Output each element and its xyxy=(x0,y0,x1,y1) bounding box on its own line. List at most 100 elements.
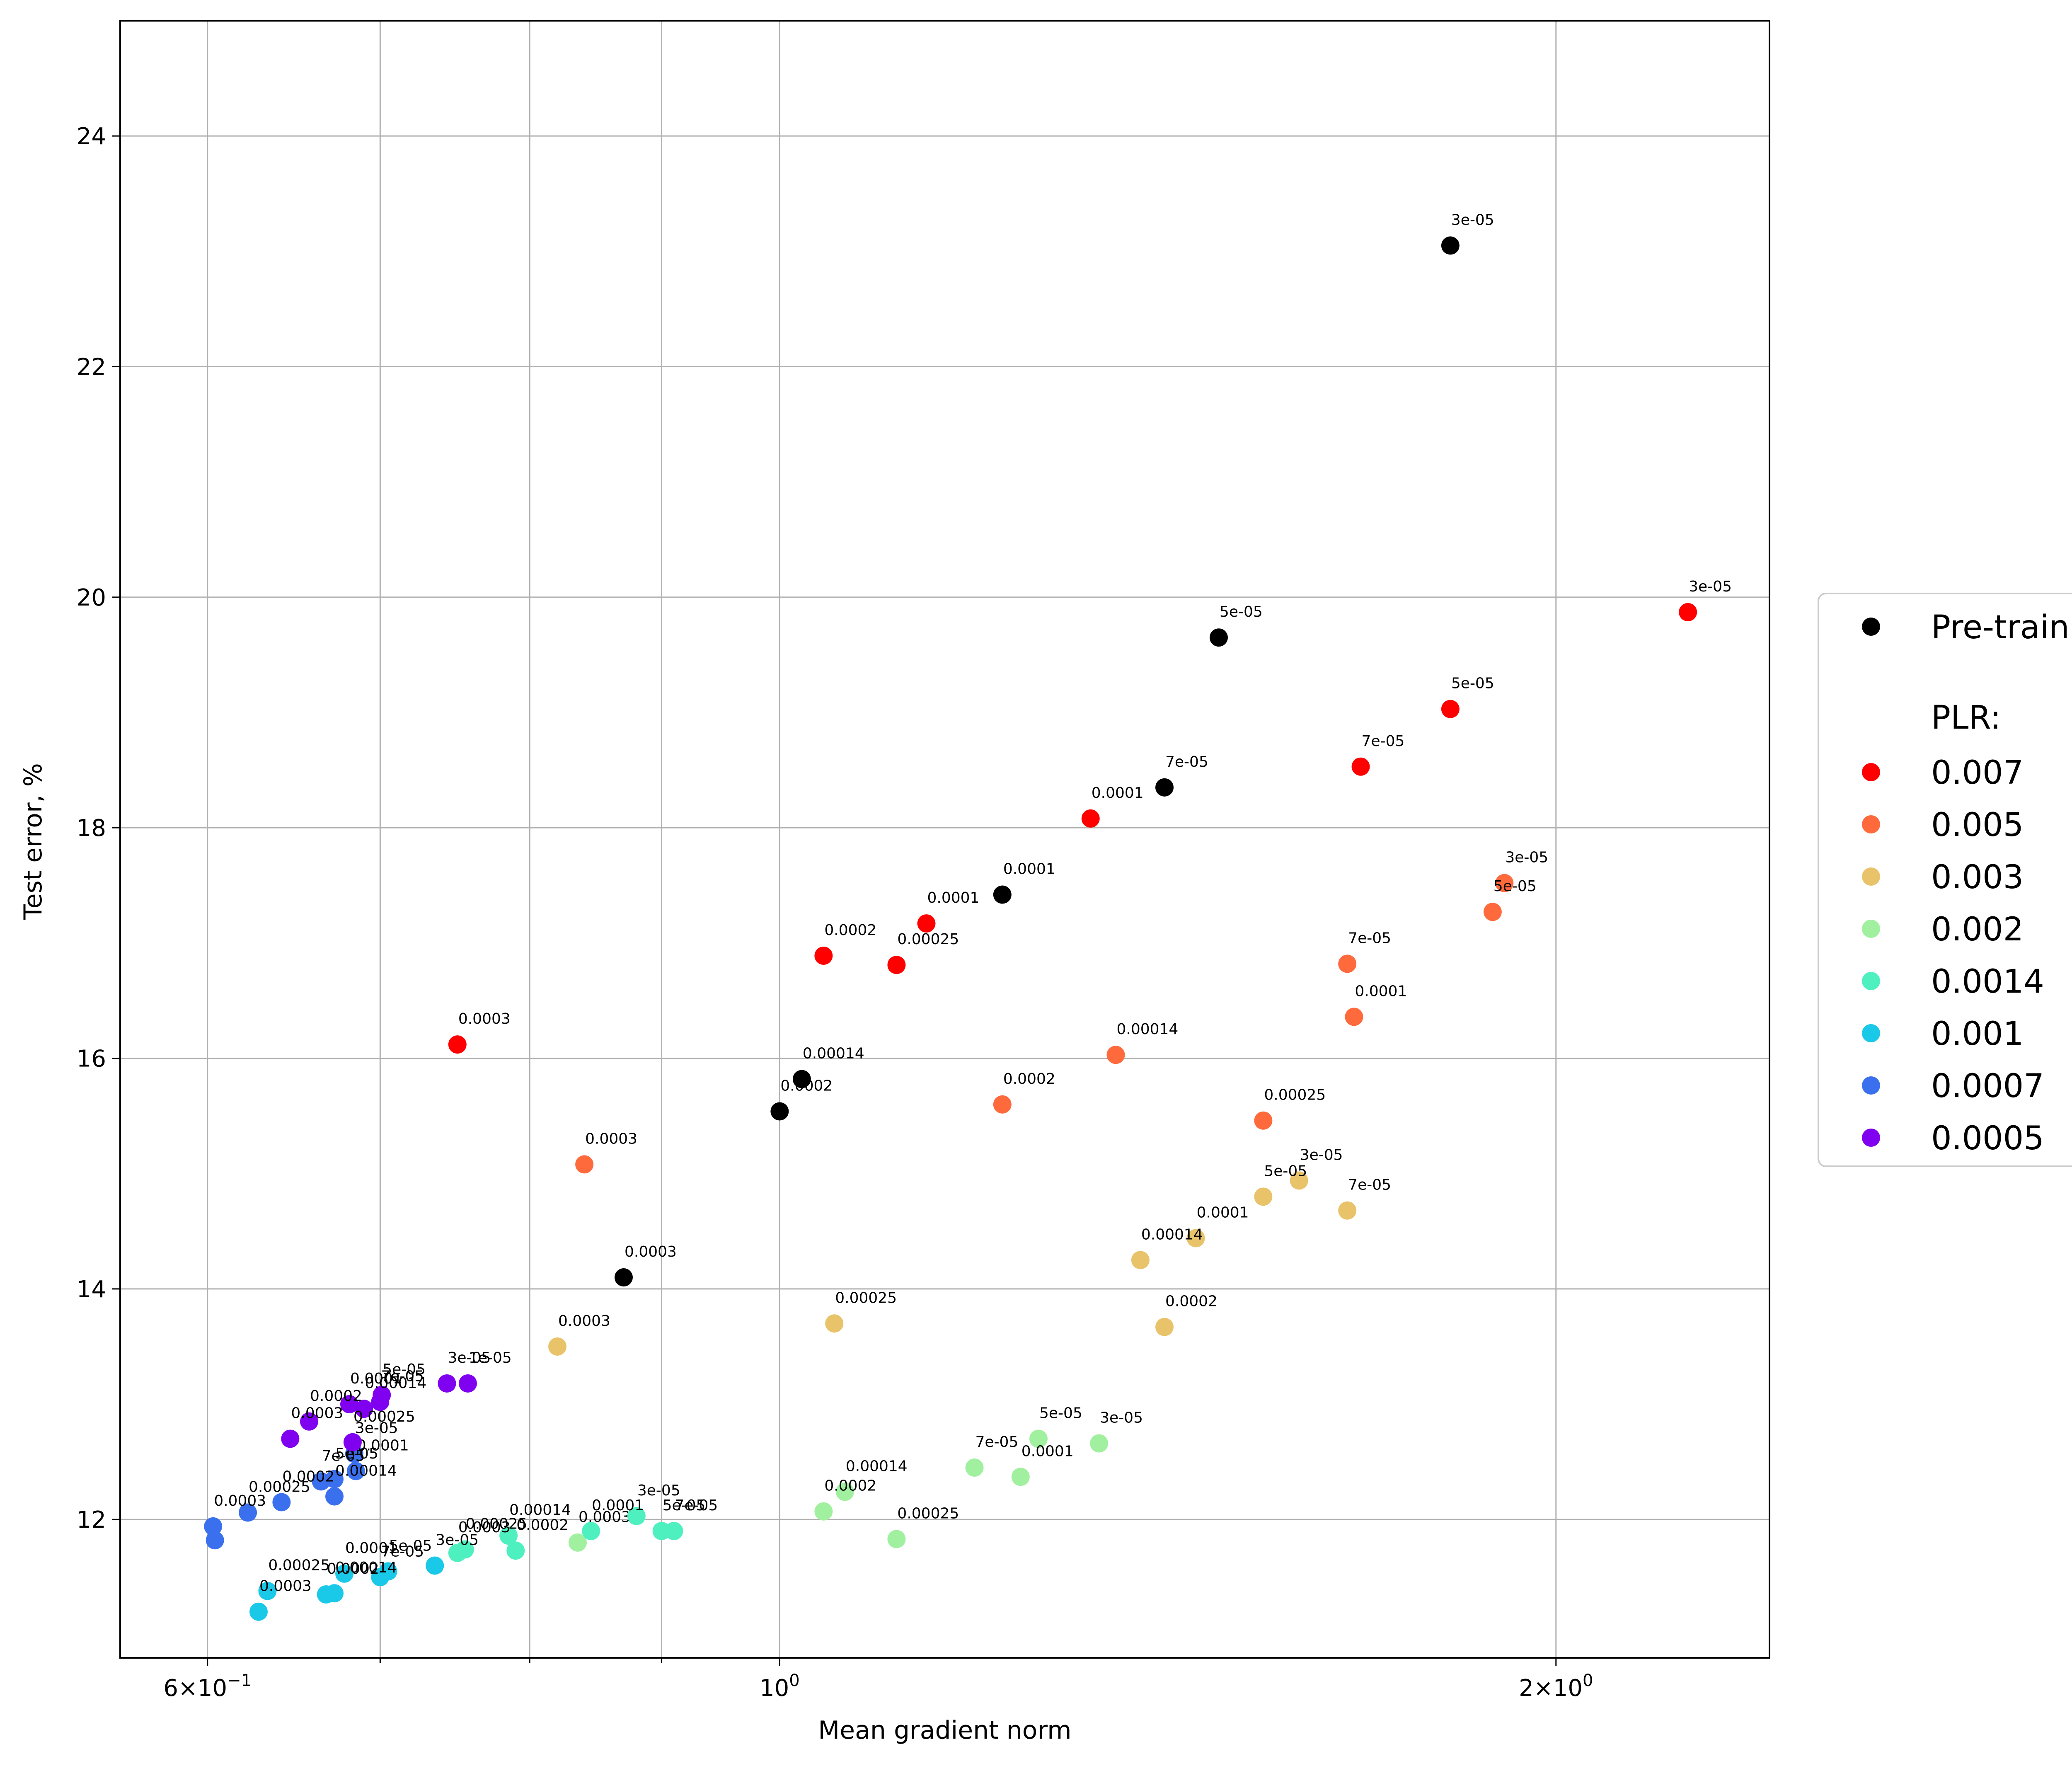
legend-label: 0.002 xyxy=(1931,911,2024,948)
point-label: 0.0002 xyxy=(310,1388,362,1405)
point-label: 7e-05 xyxy=(381,1543,424,1560)
legend-title: PLR: xyxy=(1931,699,2001,736)
point-label: 3e-05 xyxy=(1451,211,1494,228)
data-point xyxy=(1495,874,1514,892)
legend-marker xyxy=(1862,972,1880,990)
y-tick-label: 14 xyxy=(77,1276,106,1303)
point-label: 0.00025 xyxy=(249,1479,310,1496)
data-point xyxy=(1679,603,1697,622)
point-label: 0.0001 xyxy=(1092,785,1144,802)
data-point xyxy=(206,1531,224,1550)
point-label: 0.00014 xyxy=(365,1375,426,1392)
legend-label: 0.0007 xyxy=(1931,1068,2044,1105)
point-label: 0.00025 xyxy=(353,1408,415,1425)
data-point xyxy=(1029,1429,1048,1448)
point-label: 3e-05 xyxy=(1505,849,1548,866)
x-tick-label: 2×100 xyxy=(1519,1671,1593,1702)
point-label: 0.0003 xyxy=(579,1509,631,1526)
legend-frame xyxy=(1818,593,2072,1167)
point-label: 0.0002 xyxy=(824,922,876,939)
legend-marker xyxy=(1862,618,1880,636)
data-point xyxy=(204,1517,223,1536)
point-label: 0.0001 xyxy=(1355,983,1407,1000)
point-label: 7e-05 xyxy=(1348,930,1391,947)
data-point xyxy=(825,1314,844,1333)
data-point xyxy=(1011,1468,1030,1486)
y-tick-label: 18 xyxy=(77,815,106,842)
x-axis-label: Mean gradient norm xyxy=(818,1716,1071,1745)
axis-ticks: 12 14 16 18 20 22 24 6×10−1 100 2×100 xyxy=(77,123,1593,1702)
data-point xyxy=(627,1507,646,1525)
point-label: 0.00025 xyxy=(897,1505,959,1522)
legend: PLR: Pre-train 0.007 0.005 0.003 0.002 0.0014… xyxy=(1818,593,2072,1167)
data-point xyxy=(448,1543,467,1562)
point-label: 5e-05 xyxy=(1493,878,1537,895)
legend-label: Pre-train xyxy=(1931,609,2070,646)
legend-label: 0.0005 xyxy=(1931,1120,2044,1157)
point-label: 0.0001 xyxy=(357,1437,409,1454)
legend-label: 0.003 xyxy=(1931,859,2024,896)
data-point xyxy=(1106,1046,1125,1064)
point-label: 0.0001 xyxy=(1003,861,1055,878)
point-label: 0.00014 xyxy=(335,1463,397,1480)
point-label: 7e-05 xyxy=(1165,753,1208,770)
point-label: 0.00025 xyxy=(835,1289,897,1306)
data-point xyxy=(499,1526,518,1545)
point-label: 7e-05 xyxy=(381,1368,424,1385)
data-point xyxy=(426,1556,444,1575)
x-tick-label: 100 xyxy=(760,1671,800,1702)
legend-marker xyxy=(1862,1076,1880,1095)
data-point xyxy=(568,1533,587,1552)
point-label: 0.0001 xyxy=(1021,1443,1074,1460)
point-label: 0.0003 xyxy=(458,1519,511,1536)
data-point xyxy=(1338,954,1357,973)
data-point xyxy=(506,1541,525,1560)
point-label: 1e-05 xyxy=(469,1349,512,1366)
data-point xyxy=(1155,778,1174,797)
point-label: 0.0002 xyxy=(824,1478,876,1495)
point-label: 0.00014 xyxy=(846,1458,908,1475)
point-label: 5e-05 xyxy=(382,1361,426,1378)
point-label: 0.0001 xyxy=(592,1497,644,1514)
point-label: 0.00014 xyxy=(1141,1226,1203,1243)
point-label: 0.0001 xyxy=(927,889,980,906)
data-point xyxy=(575,1155,594,1174)
point-label: 0.00025 xyxy=(1264,1087,1326,1104)
data-point xyxy=(300,1412,319,1431)
data-points: 3e-055e-057e-050.00010.000140.00020.0003… xyxy=(204,211,1732,1621)
data-point xyxy=(993,885,1012,904)
data-point xyxy=(1254,1187,1273,1206)
point-label: 5e-05 xyxy=(663,1497,706,1514)
legend-marker xyxy=(1862,1129,1880,1147)
data-point xyxy=(548,1337,566,1356)
point-label: 0.00025 xyxy=(268,1557,330,1574)
data-point xyxy=(346,1462,365,1480)
data-point xyxy=(814,1502,833,1521)
data-point xyxy=(887,956,906,974)
data-point xyxy=(249,1602,268,1621)
point-label: 0.00014 xyxy=(509,1502,571,1519)
data-point xyxy=(343,1433,362,1451)
point-label: 0.0002 xyxy=(516,1516,569,1533)
data-point xyxy=(458,1374,477,1393)
point-label: 7e-05 xyxy=(1348,1177,1391,1194)
data-point xyxy=(993,1095,1012,1114)
point-label: 0.0002 xyxy=(327,1560,379,1577)
point-label: 7e-05 xyxy=(975,1434,1019,1451)
data-point xyxy=(317,1585,335,1604)
point-label: 0.0003 xyxy=(291,1405,343,1422)
data-point xyxy=(835,1483,854,1501)
point-label: 0.0002 xyxy=(1003,1071,1055,1088)
legend-marker xyxy=(1862,763,1880,781)
point-label: 5e-05 xyxy=(1220,603,1263,620)
point-label: 3e-05 xyxy=(1100,1410,1143,1427)
legend-marker xyxy=(1862,1024,1880,1042)
series-0.002: 3e-055e-057e-050.00010.000140.00020.0002… xyxy=(568,1405,1143,1552)
point-label: 0.00014 xyxy=(335,1559,397,1576)
data-point xyxy=(1209,628,1228,647)
point-label: 0.0002 xyxy=(780,1077,833,1094)
data-point xyxy=(917,914,936,933)
point-label: 3e-05 xyxy=(448,1349,491,1366)
